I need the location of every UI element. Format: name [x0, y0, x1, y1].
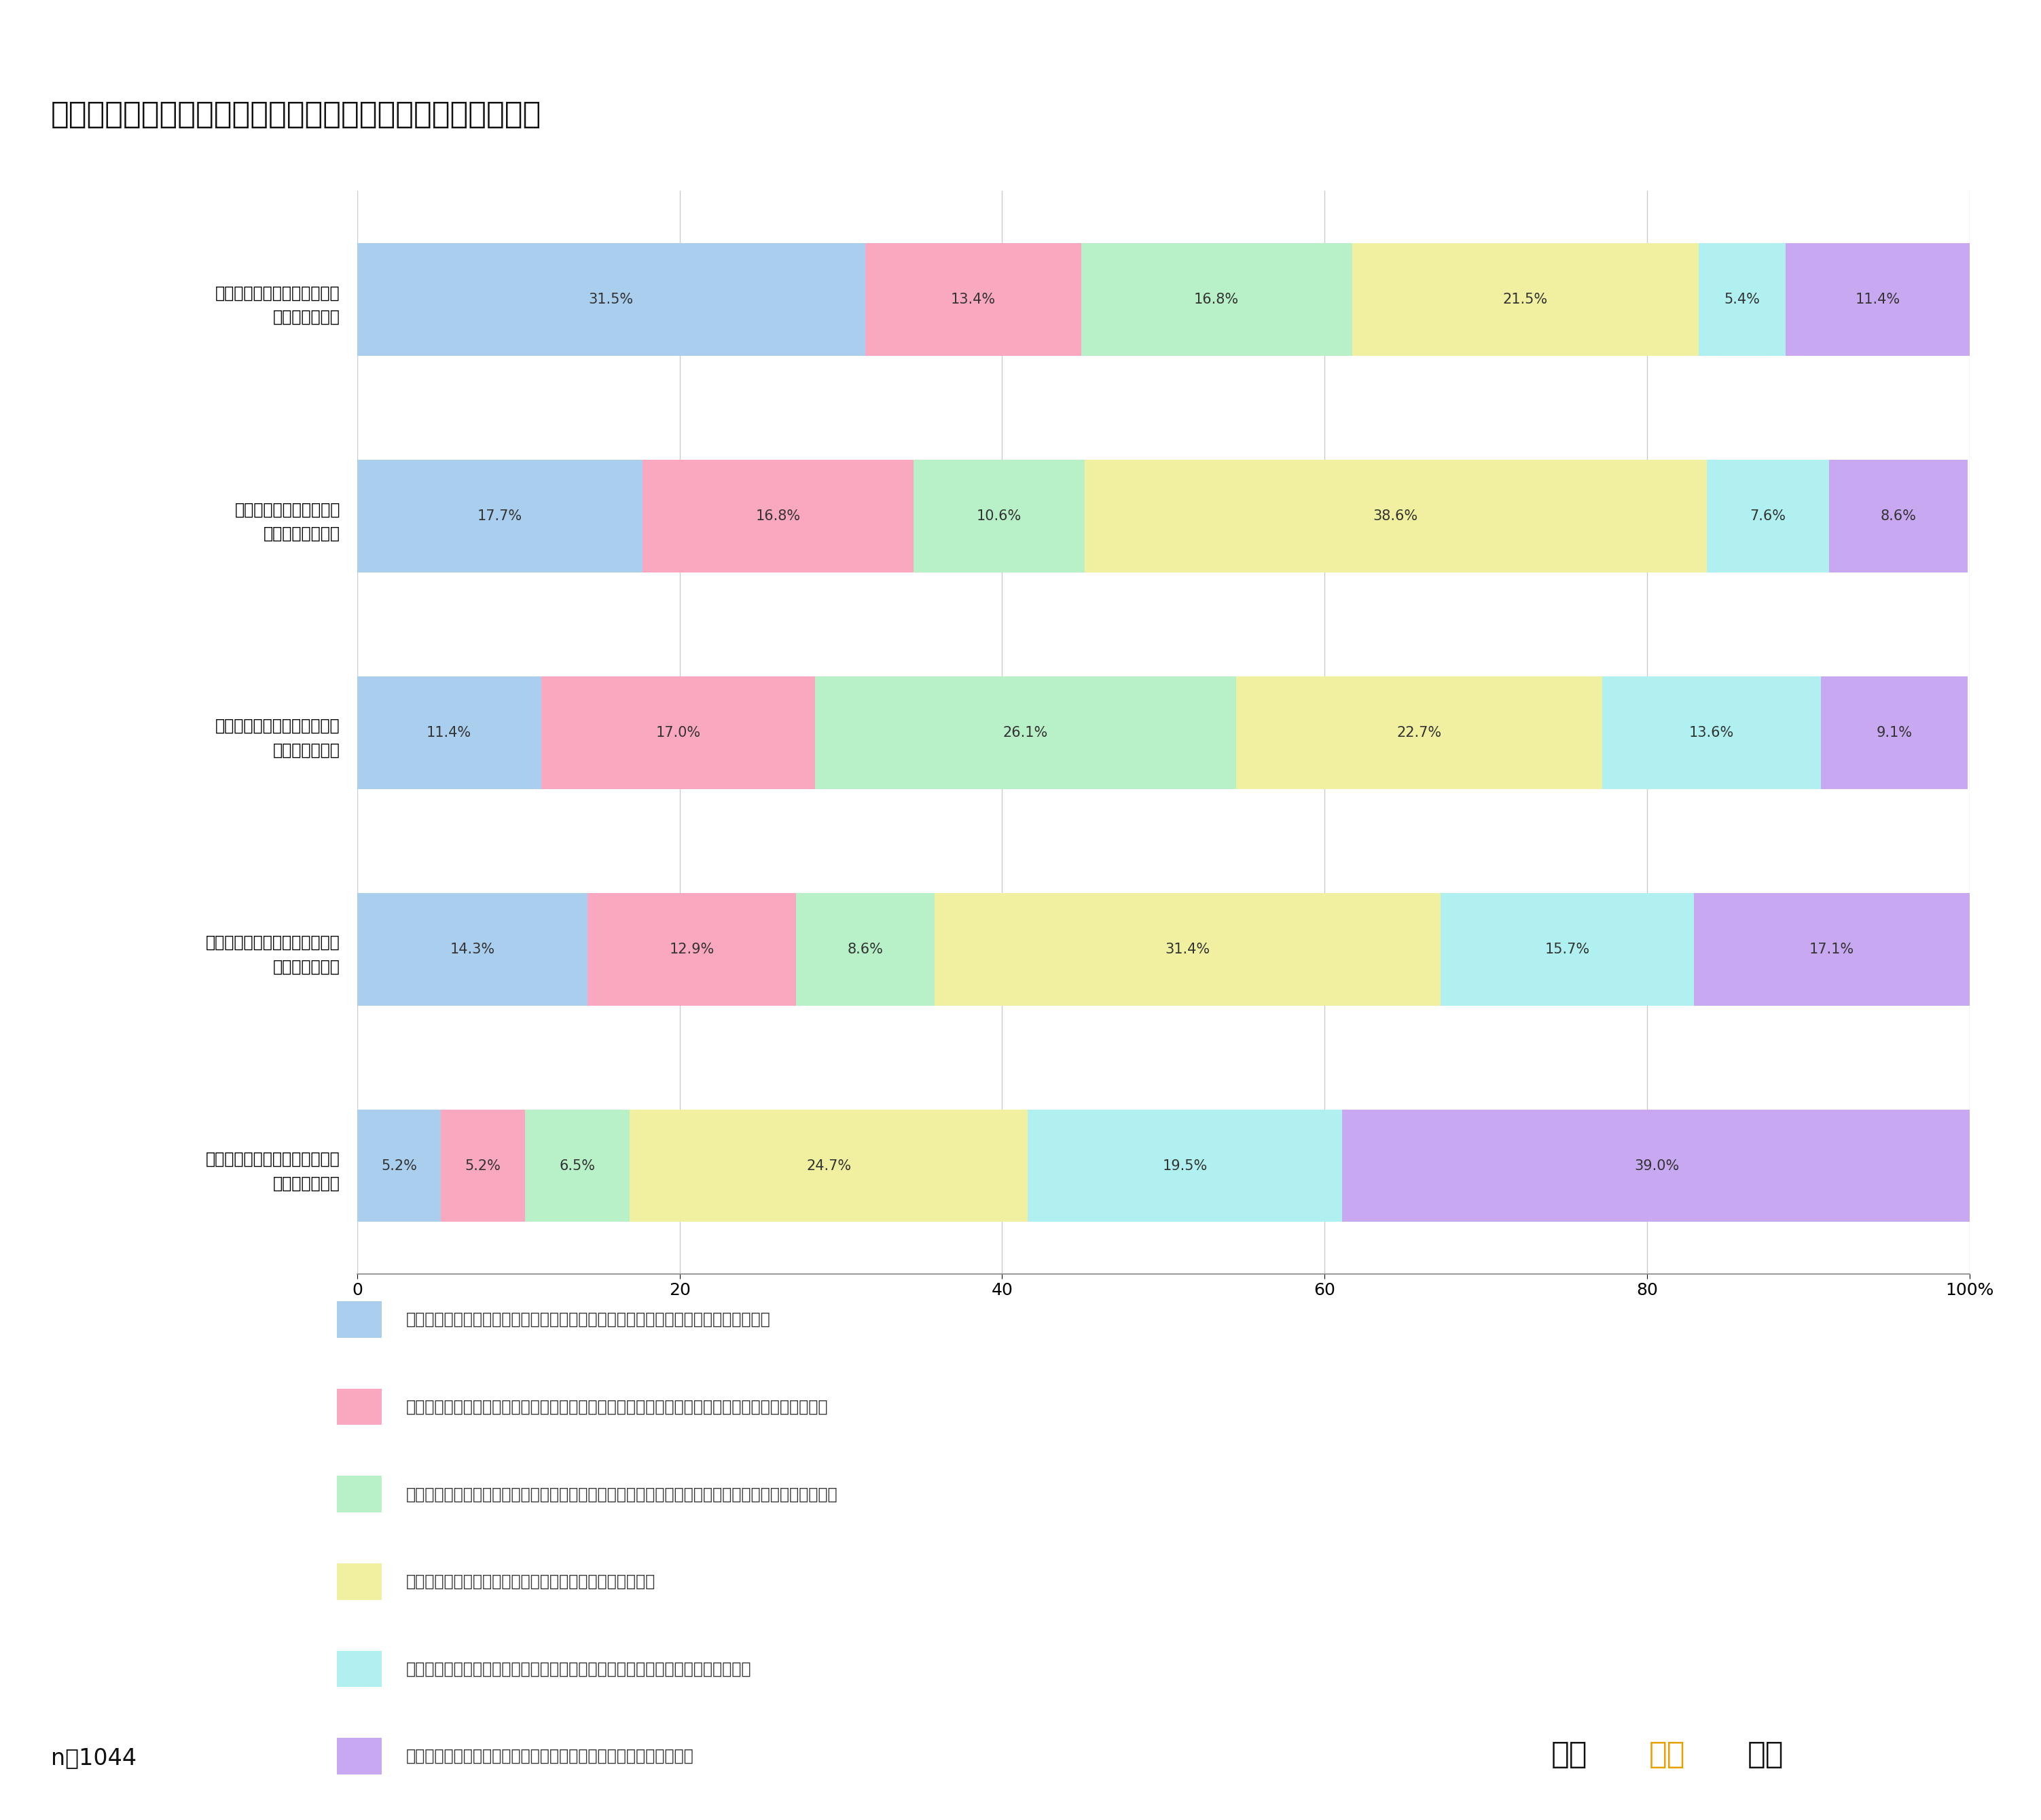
- Bar: [865, 244, 1082, 355]
- Bar: [643, 460, 914, 571]
- Bar: [1821, 677, 1968, 788]
- Text: コロナ禄中と比較して設備・機器、制度ともに変わらない: コロナ禄中と比較して設備・機器、制度ともに変わらない: [406, 1574, 655, 1589]
- Bar: [1351, 244, 1698, 355]
- Text: 26.1%: 26.1%: [1002, 726, 1047, 739]
- Bar: [631, 1110, 1029, 1221]
- Text: 13.4%: 13.4%: [951, 293, 996, 306]
- Bar: [1441, 894, 1694, 1005]
- Bar: [1698, 244, 1786, 355]
- Text: リモ: リモ: [1649, 1740, 1686, 1769]
- Text: 17.7%: 17.7%: [478, 510, 522, 522]
- Bar: [441, 1110, 525, 1221]
- Text: コロナ禄中と比較して設備・機器の環境の整備には力を入れているが、関連する制度は変わらない: コロナ禄中と比較して設備・機器の環境の整備には力を入れているが、関連する制度は変…: [406, 1400, 829, 1414]
- Text: 11.4%: 11.4%: [427, 726, 471, 739]
- Text: コロナ禄中と比較して設備・機器は変わらないが、制度はコロナ禄以前に戺った: コロナ禄中と比較して設備・機器は変わらないが、制度はコロナ禄以前に戺った: [406, 1662, 751, 1676]
- Text: 7.6%: 7.6%: [1749, 510, 1786, 522]
- Text: 16.8%: 16.8%: [755, 510, 800, 522]
- Text: 15.7%: 15.7%: [1545, 943, 1590, 956]
- Text: 9.1%: 9.1%: [1876, 726, 1912, 739]
- Bar: [357, 1110, 441, 1221]
- Text: 22.7%: 22.7%: [1396, 726, 1441, 739]
- Bar: [914, 460, 1084, 571]
- Text: 5.2%: 5.2%: [465, 1159, 500, 1172]
- Text: 11.4%: 11.4%: [1855, 293, 1900, 306]
- Bar: [1343, 1110, 1972, 1221]
- Bar: [1786, 244, 1970, 355]
- Text: コロナ禄中と比較して設備・機器、制度ともコロナ禄以前に戺った: コロナ禄中と比較して設備・機器、制度ともコロナ禄以前に戺った: [406, 1749, 694, 1764]
- Bar: [1237, 677, 1602, 788]
- Text: 39.0%: 39.0%: [1635, 1159, 1680, 1172]
- Text: 14.3%: 14.3%: [449, 943, 494, 956]
- Text: 5.2%: 5.2%: [382, 1159, 416, 1172]
- Bar: [525, 1110, 631, 1221]
- Bar: [1602, 677, 1821, 788]
- Text: 12.9%: 12.9%: [669, 943, 714, 956]
- Text: 31.4%: 31.4%: [1165, 943, 1210, 956]
- Text: コロナ禄中と比較して設備・機器の環境、関連する制度とも力を入れて整備している: コロナ禄中と比較して設備・機器の環境、関連する制度とも力を入れて整備している: [406, 1312, 771, 1327]
- Bar: [1029, 1110, 1343, 1221]
- Text: 17.0%: 17.0%: [655, 726, 700, 739]
- Text: 10.6%: 10.6%: [976, 510, 1020, 522]
- Text: 16.8%: 16.8%: [1194, 293, 1239, 306]
- Bar: [588, 894, 796, 1005]
- Text: 24.7%: 24.7%: [806, 1159, 851, 1172]
- Bar: [357, 894, 588, 1005]
- Text: コロナ禄中と比較して設備・機器の環境は変わらないが、関連する制度には力を入れて整備している: コロナ禄中と比較して設備・機器の環境は変わらないが、関連する制度には力を入れて整…: [406, 1487, 839, 1502]
- Bar: [357, 677, 541, 788]
- Text: 8.6%: 8.6%: [1880, 510, 1916, 522]
- Bar: [814, 677, 1237, 788]
- Bar: [541, 677, 814, 788]
- Text: n＝1044: n＝1044: [51, 1747, 137, 1769]
- Text: 31.5%: 31.5%: [588, 293, 633, 306]
- Bar: [1829, 460, 1968, 571]
- Bar: [1084, 460, 1706, 571]
- Bar: [357, 460, 643, 571]
- Text: 総研: 総研: [1747, 1740, 1784, 1769]
- Bar: [1694, 894, 1970, 1005]
- Text: 13.6%: 13.6%: [1690, 726, 1735, 739]
- Text: 21.5%: 21.5%: [1502, 293, 1547, 306]
- Text: 8.6%: 8.6%: [847, 943, 884, 956]
- Bar: [935, 894, 1441, 1005]
- Text: 19.5%: 19.5%: [1163, 1159, 1208, 1172]
- Text: 5.4%: 5.4%: [1725, 293, 1759, 306]
- Text: テレ: テレ: [1551, 1740, 1588, 1769]
- Text: 17.1%: 17.1%: [1808, 943, 1853, 956]
- Bar: [1082, 244, 1351, 355]
- Text: 38.6%: 38.6%: [1374, 510, 1418, 522]
- Bar: [357, 244, 865, 355]
- Text: 『図２』リモートワーク環境の整備と会社への愛着の関連性: 『図２』リモートワーク環境の整備と会社への愛着の関連性: [51, 100, 541, 129]
- Bar: [796, 894, 935, 1005]
- Bar: [1706, 460, 1829, 571]
- Text: 6.5%: 6.5%: [559, 1159, 596, 1172]
